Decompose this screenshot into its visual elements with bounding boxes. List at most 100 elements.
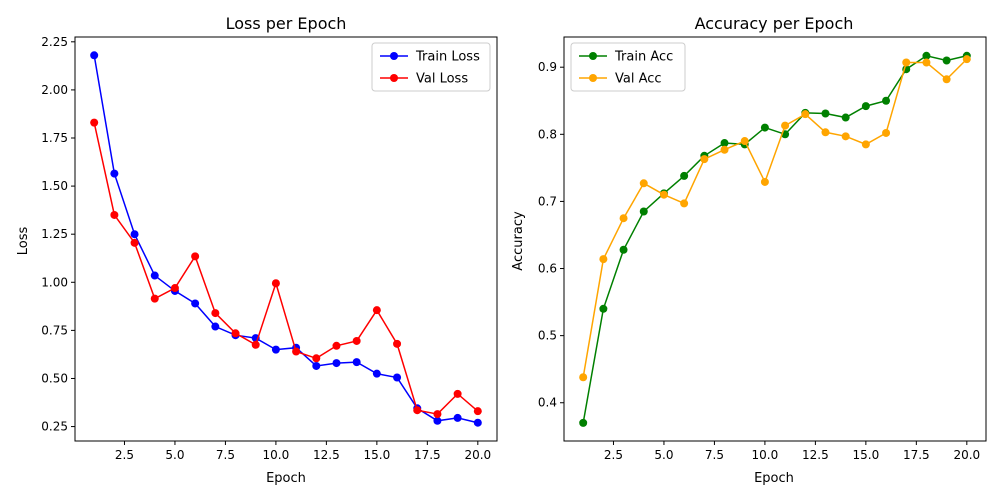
val-acc-point: [801, 110, 810, 119]
train-acc-point: [942, 56, 951, 65]
val-loss-point: [90, 118, 99, 127]
train-acc-point: [639, 207, 648, 216]
accuracy-ytick-label: 0.6: [538, 262, 557, 276]
train-loss-point: [473, 418, 482, 427]
loss-xtick-label: 12.5: [313, 448, 340, 462]
val-acc-point: [882, 128, 891, 137]
val-loss-point: [150, 294, 159, 303]
loss-chart: Loss per Epoch Epoch Loss 2.5 5.0 7.5 10.0 1…: [16, 14, 498, 486]
val-acc-point: [599, 255, 608, 264]
val-loss-point: [453, 389, 462, 398]
val-loss-point: [251, 340, 260, 349]
val-acc-point: [579, 373, 588, 382]
loss-xtick-label: 7.5: [216, 448, 235, 462]
val-loss-point: [130, 238, 139, 247]
train-loss-point: [271, 345, 280, 354]
train-loss-point: [393, 373, 402, 382]
accuracy-xtick-label: 20.0: [953, 448, 980, 462]
val-acc-point: [942, 75, 951, 84]
accuracy-plot-frame: [563, 36, 987, 442]
val-loss-point: [393, 339, 402, 348]
val-acc-point: [740, 137, 749, 146]
accuracy-xtick-label: 5.0: [654, 448, 673, 462]
accuracy-xtick-label: 12.5: [802, 448, 829, 462]
loss-ytick-label: 0.75: [41, 323, 68, 337]
loss-ytick-label: 2.00: [41, 83, 68, 97]
val-loss-point: [352, 336, 361, 345]
train-loss-point: [312, 361, 321, 370]
train-loss-point: [211, 322, 220, 331]
val-acc-point: [841, 132, 850, 141]
train-acc-point: [821, 109, 830, 118]
val-loss-point: [433, 410, 442, 419]
train-acc-legend-label: Train Acc: [614, 50, 673, 65]
loss-xtick-label: 17.5: [414, 448, 441, 462]
train-loss-point: [90, 51, 99, 60]
val-acc-point: [680, 199, 689, 208]
accuracy-chart-title: Accuracy per Epoch: [695, 14, 854, 33]
accuracy-chart-ylabel: Accuracy: [511, 211, 526, 271]
loss-ytick-label: 1.00: [41, 275, 68, 289]
val-loss-legend-label: Val Loss: [416, 72, 468, 87]
val-loss-point: [231, 329, 240, 338]
loss-legend-box: [371, 42, 491, 92]
val-acc-point: [781, 121, 790, 130]
accuracy-chart: Accuracy per Epoch Epoch Accuracy 2.5 5.0…: [511, 14, 987, 486]
train-loss-point: [191, 299, 200, 308]
train-loss-point: [130, 230, 139, 239]
loss-chart-title: Loss per Epoch: [226, 14, 347, 33]
accuracy-legend: Train Acc Val Acc: [570, 42, 686, 92]
val-loss-point: [372, 306, 381, 315]
loss-plot-frame: [74, 36, 498, 442]
accuracy-xtick-label: 10.0: [752, 448, 779, 462]
val-acc-point: [659, 190, 668, 199]
val-acc-point: [619, 214, 628, 223]
accuracy-xtick-label: 17.5: [903, 448, 930, 462]
train-acc-line: [582, 54, 967, 424]
val-acc-legend-marker: [589, 74, 597, 82]
loss-xtick-label: 5.0: [165, 448, 184, 462]
val-acc-point: [720, 145, 729, 154]
train-loss-legend-marker: [390, 52, 398, 60]
loss-xtick-label: 2.5: [115, 448, 134, 462]
train-loss-legend-label: Train Loss: [415, 50, 480, 65]
val-loss-point: [312, 354, 321, 363]
loss-legend: Train Loss Val Loss: [371, 42, 491, 92]
accuracy-chart-xlabel: Epoch: [754, 471, 794, 486]
val-loss-point: [110, 210, 119, 219]
loss-ytick-label: 2.25: [41, 35, 68, 49]
train-loss-point: [352, 358, 361, 367]
val-loss-point: [332, 341, 341, 350]
val-loss-point: [191, 252, 200, 261]
val-loss-point: [413, 406, 422, 415]
loss-xtick-label: 15.0: [364, 448, 391, 462]
accuracy-xtick-label: 15.0: [853, 448, 880, 462]
val-loss-legend-marker: [390, 74, 398, 82]
val-loss-point: [292, 347, 301, 356]
accuracy-xtick-label: 7.5: [705, 448, 724, 462]
accuracy-legend-box: [570, 42, 686, 92]
train-acc-point: [841, 113, 850, 122]
val-acc-point: [700, 155, 709, 164]
loss-xtick-label: 10.0: [263, 448, 290, 462]
train-acc-point: [882, 96, 891, 105]
train-loss-point: [453, 413, 462, 422]
accuracy-ytick-label: 0.9: [538, 60, 557, 74]
val-acc-point: [639, 179, 648, 188]
val-acc-point: [821, 128, 830, 137]
train-acc-point: [599, 304, 608, 313]
train-acc-point: [680, 171, 689, 180]
train-acc-point: [922, 51, 931, 60]
accuracy-xtick-label: 2.5: [604, 448, 623, 462]
loss-ytick-label: 1.50: [41, 179, 68, 193]
accuracy-ytick-label: 0.5: [538, 329, 557, 343]
val-acc-point: [922, 58, 931, 67]
val-acc-point: [902, 58, 911, 67]
val-acc-point: [861, 140, 870, 149]
loss-chart-ylabel: Loss: [16, 227, 31, 256]
loss-xtick-label: 20.0: [464, 448, 491, 462]
train-acc-legend-marker: [589, 52, 597, 60]
loss-ytick-label: 0.50: [41, 371, 68, 385]
train-acc-point: [720, 139, 729, 148]
